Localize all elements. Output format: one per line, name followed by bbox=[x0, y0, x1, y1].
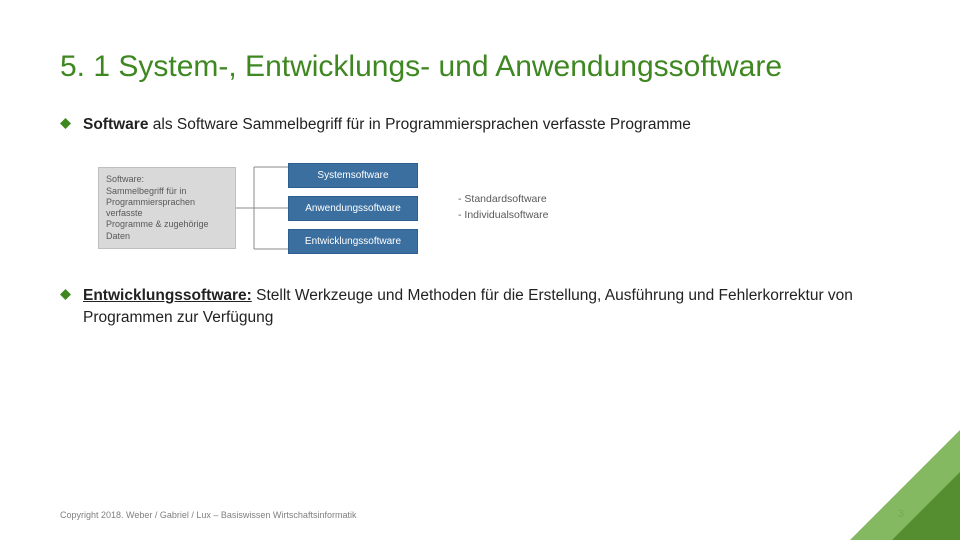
side-item: - Standardsoftware bbox=[458, 192, 548, 208]
bullet-bold: Entwicklungssoftware: bbox=[83, 287, 252, 304]
copyright-footer: Copyright 2018. Weber / Gabriel / Lux – … bbox=[60, 510, 356, 520]
bullet-icon bbox=[60, 118, 71, 129]
diagram-nodes: Systemsoftware Anwendungssoftware Entwic… bbox=[288, 163, 418, 254]
bullet-bold: Software bbox=[83, 116, 148, 133]
diagram-root: Software: Sammelbegriff für in Programmi… bbox=[98, 167, 236, 249]
bullet-text: Software als Software Sammelbegriff für … bbox=[83, 114, 691, 136]
diagram-side-list: - Standardsoftware - Individualsoftware bbox=[458, 192, 548, 224]
bullet-text: Entwicklungssoftware: Stellt Werkzeuge u… bbox=[83, 285, 900, 328]
slide: 5. 1 System-, Entwicklungs- und Anwendun… bbox=[0, 0, 960, 540]
bullet-item-2: Entwicklungssoftware: Stellt Werkzeuge u… bbox=[60, 285, 900, 328]
bullet-icon bbox=[60, 289, 71, 300]
diagram-root-box: Software: Sammelbegriff für in Programmi… bbox=[98, 167, 236, 249]
root-line: Sammelbegriff für in bbox=[106, 186, 228, 197]
bullet-rest: als Software Sammelbegriff für in Progra… bbox=[148, 116, 690, 133]
root-line: Software: bbox=[106, 174, 228, 185]
corner-accent-inner bbox=[892, 472, 960, 540]
slide-title: 5. 1 System-, Entwicklungs- und Anwendun… bbox=[60, 48, 900, 86]
diagram-node-system: Systemsoftware bbox=[288, 163, 418, 188]
root-line: Programme & zugehörige Daten bbox=[106, 219, 228, 242]
diagram-node-anwendung: Anwendungssoftware bbox=[288, 196, 418, 221]
side-item: - Individualsoftware bbox=[458, 208, 548, 224]
diagram-connector bbox=[236, 153, 288, 263]
diagram-node-entwicklung: Entwicklungssoftware bbox=[288, 229, 418, 254]
root-line: Programmiersprachen verfasste bbox=[106, 197, 228, 220]
bullet-item-1: Software als Software Sammelbegriff für … bbox=[60, 114, 900, 136]
diagram: Software: Sammelbegriff für in Programmi… bbox=[98, 153, 900, 263]
